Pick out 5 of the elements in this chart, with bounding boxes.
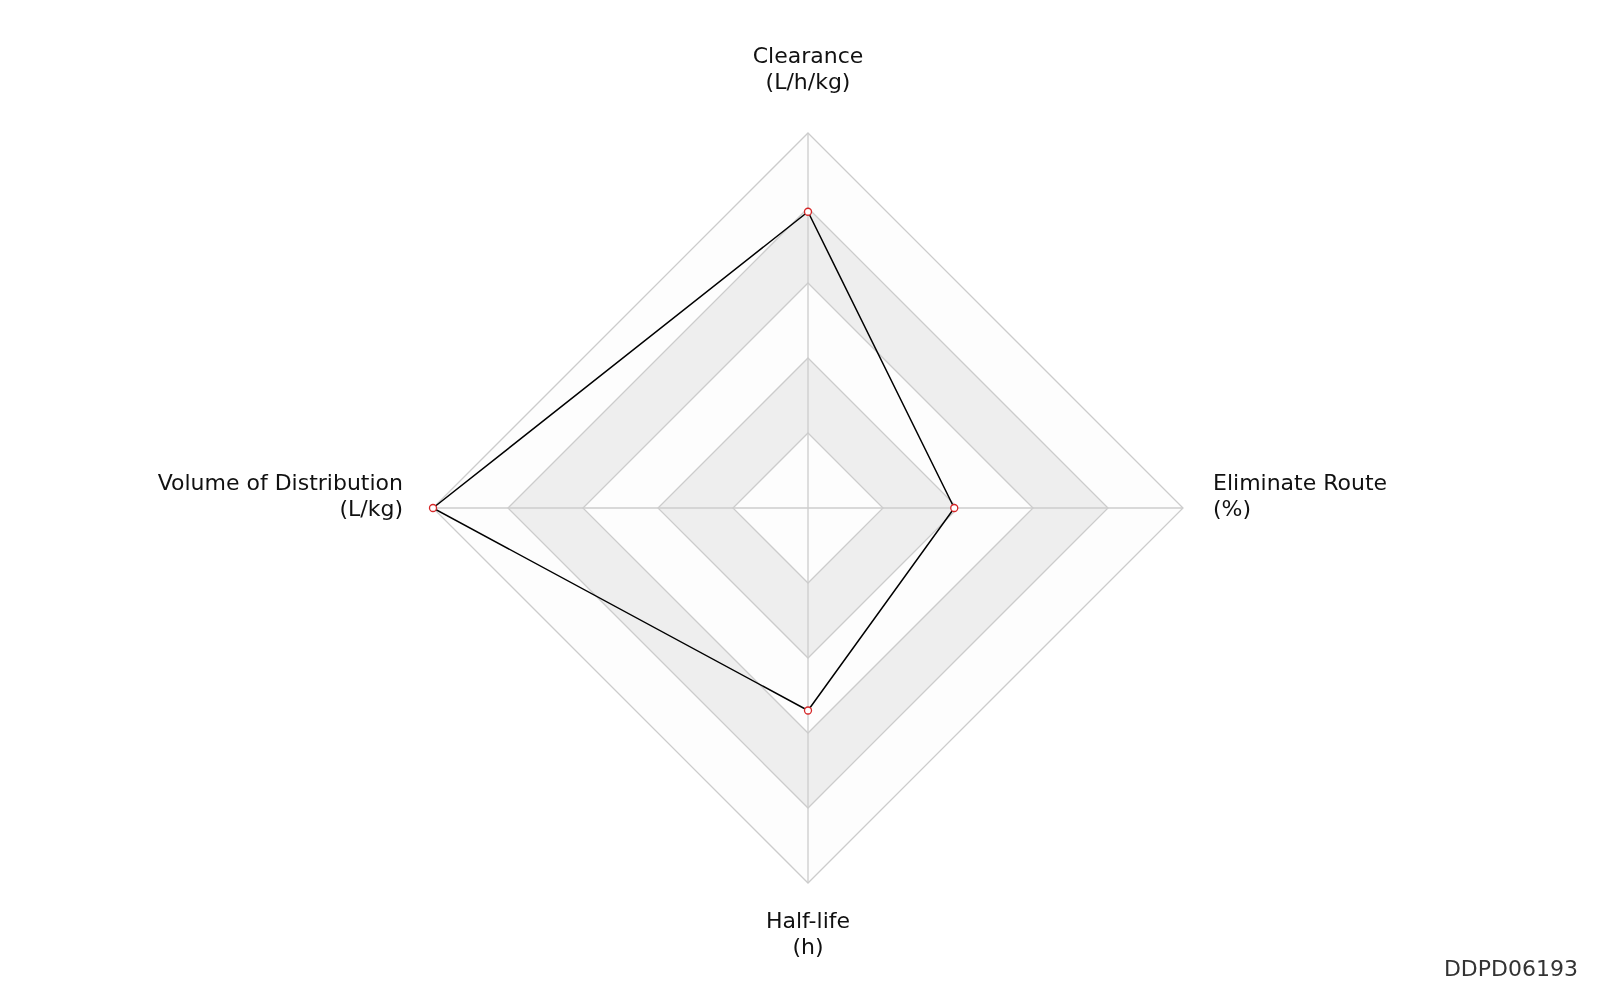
spoke-label: Volume of Distribution (L/kg) bbox=[157, 470, 403, 521]
spoke-label: Half-life (h) bbox=[765, 908, 851, 959]
spoke-label: Eliminate Route (%) bbox=[1213, 470, 1388, 521]
text: DDPD06193 bbox=[1443, 956, 1578, 981]
spoke-label: Clearance (L/h/kg) bbox=[752, 43, 864, 94]
